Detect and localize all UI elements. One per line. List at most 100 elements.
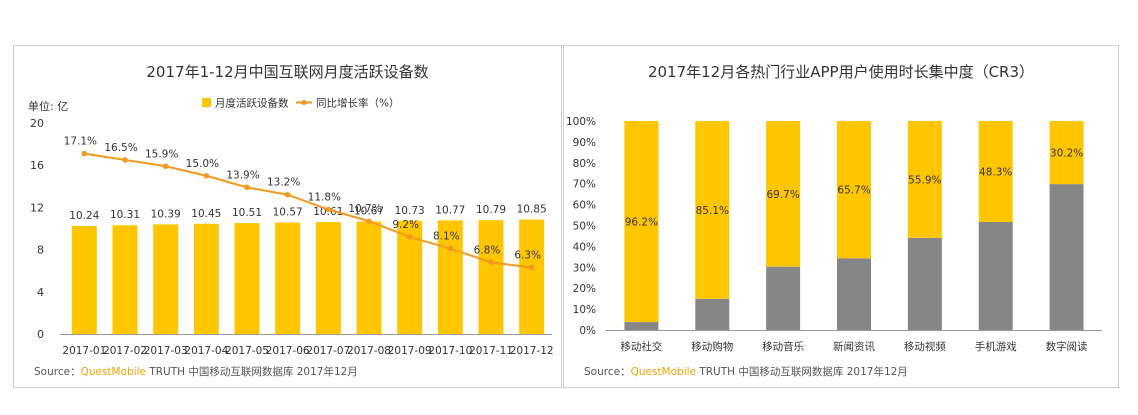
growth-rate-label: 15.9% (145, 148, 178, 160)
stacked-bar-cr3 (695, 121, 730, 299)
x-tick-label: 2017-11 (469, 345, 513, 357)
y-tick-label: 0 (37, 328, 44, 341)
growth-rate-label: 15.0% (186, 158, 219, 170)
x-tick-label: 2017-08 (347, 345, 391, 357)
bar-value-label: 10.39 (151, 208, 181, 220)
stacked-bar-other (1049, 184, 1084, 330)
y-tick-label: 16 (30, 159, 44, 172)
cr3-value-label: 96.2% (625, 217, 658, 229)
stacked-bar-other (907, 237, 942, 330)
y-tick-label: 80% (573, 158, 596, 170)
right-chart-svg: 0% 10% 20% 30% 40% 50% 60% 70% 80% 90% 100% 96.2% 移动… (566, 116, 1102, 353)
y-tick-label: 50% (573, 221, 596, 233)
stacked-bar-other (766, 266, 801, 330)
x-tick-label: 数字阅读 (1046, 340, 1088, 353)
x-tick-label: 移动音乐 (762, 340, 804, 353)
growth-rate-point (244, 184, 250, 191)
x-tick-label: 2017-02 (103, 345, 147, 357)
bar-value-label: 10.57 (273, 206, 303, 218)
growth-rate-point (203, 172, 210, 179)
x-tick-label: 2017-09 (388, 345, 432, 357)
bar (519, 219, 545, 334)
stacked-bar-cr3 (907, 121, 942, 238)
growth-rate-label: 8.1% (433, 231, 460, 243)
bar (478, 220, 504, 334)
right-source-note: Source：QuestMobile TRUTH 中国移动互联网数据库 2017… (584, 364, 908, 379)
x-tick-label: 2017-10 (428, 345, 472, 357)
bar (234, 223, 260, 334)
y-tick-label: 0% (579, 325, 596, 337)
x-tick-label: 移动视频 (904, 340, 946, 353)
y-tick-label: 40% (573, 241, 596, 253)
y-tick-label: 100% (566, 116, 596, 128)
growth-rate-label: 6.8% (474, 244, 501, 256)
stacked-bar-cr3 (766, 121, 801, 267)
bar (315, 222, 341, 334)
x-tick-label: 移动社交 (620, 340, 662, 353)
bar (112, 225, 138, 334)
bar-value-label: 10.45 (191, 208, 221, 220)
left-source-suffix: TRUTH 中国移动互联网数据库 2017年12月 (146, 366, 358, 378)
bar-value-label: 10.85 (517, 204, 547, 216)
growth-rate-point (325, 206, 332, 213)
x-tick-label: 2017-01 (62, 345, 106, 357)
right-chart-title: 2017年12月各热门行业APP用户使用时长集中度（CR3） (647, 63, 1035, 81)
x-tick-label: 2017-12 (510, 345, 554, 357)
growth-rate-point (284, 191, 291, 198)
growth-rate-point (406, 234, 413, 240)
left-chart-panel: 2017年1-12月中国互联网月度活跃设备数 单位: 亿 月度活跃设备数 同比增长率… (13, 45, 562, 388)
left-source-note: Source：QuestMobile TRUTH 中国移动互联网数据库 2017… (34, 364, 358, 379)
y-tick-label: 10% (573, 304, 596, 316)
growth-rate-label: 16.5% (104, 142, 137, 154)
cr3-value-label: 65.7% (837, 185, 870, 197)
growth-rate-point (162, 163, 169, 170)
stacked-bar-cr3 (624, 121, 659, 323)
growth-rate-point (488, 259, 494, 266)
stacked-bar-cr3 (837, 121, 871, 259)
stacked-bar-cr3 (1049, 121, 1084, 185)
growth-rate-point (122, 157, 128, 163)
y-tick-label: 70% (573, 179, 596, 191)
growth-rate-label: 13.2% (267, 177, 300, 189)
legend-label-line: 同比增长率（%） (316, 97, 399, 110)
right-source-brand: QuestMobile (630, 366, 696, 378)
growth-rate-label: 6.3% (514, 250, 541, 262)
left-chart-svg: 单位: 亿 月度活跃设备数 同比增长率（%） 0 4 8 12 16 20 10.24 2017-0… (28, 97, 554, 358)
legend-marker-line (301, 100, 307, 105)
cr3-value-label: 85.1% (696, 205, 729, 217)
stacked-bar-other (837, 258, 871, 330)
bar (153, 224, 179, 334)
bar (193, 223, 219, 334)
bar (437, 220, 463, 334)
cr3-value-label: 69.7% (766, 189, 799, 201)
right-source-prefix: Source： (584, 366, 631, 378)
bar-value-label: 10.24 (69, 210, 99, 222)
cr3-value-label: 48.3% (979, 166, 1012, 178)
y-tick-label: 30% (573, 262, 596, 274)
bar-value-label: 10.51 (232, 207, 262, 219)
stacked-bar-other (695, 298, 730, 330)
x-tick-label: 2017-07 (306, 345, 350, 357)
x-tick-label: 移动购物 (691, 340, 733, 353)
cr3-value-label: 30.2% (1050, 148, 1083, 160)
bar-value-label: 10.67 (354, 205, 384, 217)
bar (71, 225, 97, 334)
stacked-bar-cr3 (978, 121, 1013, 222)
left-source-brand: QuestMobile (80, 366, 146, 378)
x-tick-label: 新闻资讯 (833, 340, 875, 353)
legend-swatch-bars (202, 98, 211, 107)
growth-rate-point (81, 150, 88, 157)
left-chart-title: 2017年1-12月中国互联网月度活跃设备数 (146, 63, 429, 81)
legend-label-bars: 月度活跃设备数 (215, 97, 289, 110)
x-tick-label: 手机游戏 (975, 340, 1017, 353)
x-tick-label: 2017-05 (225, 345, 269, 357)
x-tick-label: 2017-03 (144, 345, 188, 357)
y-tick-label: 8 (37, 244, 44, 257)
y-tick-label: 20% (573, 283, 596, 295)
y-unit-label: 单位: 亿 (28, 99, 68, 113)
y-tick-label: 12 (30, 201, 44, 214)
growth-rate-label: 17.1% (64, 136, 97, 148)
cr3-value-label: 55.9% (908, 174, 941, 186)
bar (275, 222, 301, 334)
left-source-prefix: Source： (34, 366, 81, 378)
